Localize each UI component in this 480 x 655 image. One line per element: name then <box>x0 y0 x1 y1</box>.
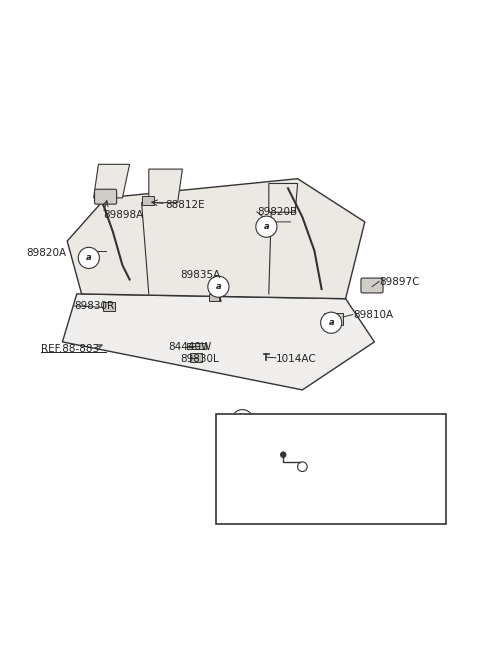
Bar <box>324 313 343 325</box>
Text: 89820A: 89820A <box>26 248 67 258</box>
Text: REF.88-883: REF.88-883 <box>41 344 99 354</box>
Text: a: a <box>240 416 245 424</box>
Text: a: a <box>216 282 221 291</box>
Text: 89835A: 89835A <box>180 270 220 280</box>
Bar <box>187 343 206 349</box>
Text: 89820B: 89820B <box>257 207 297 217</box>
Bar <box>190 354 202 362</box>
Text: a: a <box>264 222 269 231</box>
Bar <box>142 196 154 205</box>
Circle shape <box>78 248 99 269</box>
FancyBboxPatch shape <box>95 189 117 204</box>
Text: 89830R: 89830R <box>74 301 115 311</box>
Text: a: a <box>328 318 334 328</box>
Circle shape <box>232 409 253 431</box>
Circle shape <box>280 452 286 458</box>
Bar <box>216 414 446 524</box>
Polygon shape <box>67 179 365 299</box>
Text: 89898A: 89898A <box>103 210 144 219</box>
Text: 1014AC: 1014AC <box>276 354 317 364</box>
Circle shape <box>256 216 277 237</box>
Text: 89830L: 89830L <box>180 354 219 364</box>
Polygon shape <box>269 183 298 212</box>
Bar <box>209 294 219 301</box>
Circle shape <box>208 276 229 297</box>
FancyBboxPatch shape <box>361 278 383 293</box>
Text: 89897C: 89897C <box>379 277 420 287</box>
Text: 84440W: 84440W <box>168 342 211 352</box>
Polygon shape <box>62 294 374 390</box>
Polygon shape <box>94 164 130 198</box>
Text: 88812E: 88812E <box>166 200 205 210</box>
Text: 88877: 88877 <box>276 487 309 497</box>
Text: 89810A: 89810A <box>353 310 393 320</box>
Text: 88878: 88878 <box>271 446 304 457</box>
Bar <box>103 302 115 310</box>
Polygon shape <box>149 169 182 202</box>
Text: a: a <box>86 253 92 263</box>
Circle shape <box>321 312 342 333</box>
